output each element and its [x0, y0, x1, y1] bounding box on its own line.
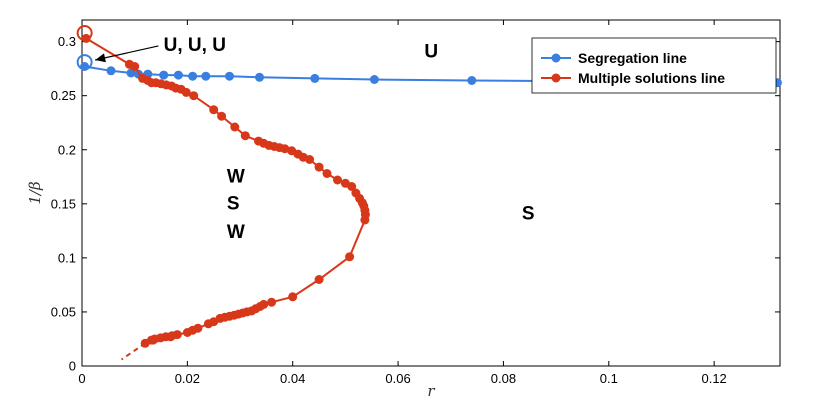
segregation-line-point: [225, 71, 234, 81]
multiple-solutions-line-point: [140, 338, 150, 348]
x-tick-label: 0.02: [175, 371, 200, 386]
segregation-line-point: [173, 70, 183, 80]
segregation-line-point: [106, 66, 116, 76]
multiple-solutions-line-point: [203, 319, 213, 329]
multiple-solutions-line-point: [288, 292, 298, 302]
multiple-solutions-line-point: [267, 297, 277, 307]
legend-label-segregation: Segregation line: [578, 50, 687, 66]
y-tick-label: 0.25: [51, 88, 76, 103]
open-circle-red-marker: [76, 24, 93, 41]
multiple-solutions-line-point: [360, 215, 370, 225]
annotation-arrow-line: [95, 45, 159, 61]
y-tick-label: 0.05: [51, 304, 76, 319]
multiple-solutions-line-point: [240, 131, 250, 141]
multiple-solutions-line-point: [314, 162, 324, 172]
y-tick-label: 0.3: [58, 34, 76, 49]
x-tick-label: 0.08: [491, 371, 516, 386]
multiple-solutions-line-point: [333, 175, 342, 185]
region-label: S: [227, 194, 240, 215]
multiple-solutions-line-point: [209, 105, 219, 115]
open-circle-blue-marker: [76, 54, 93, 71]
multiple-solutions-line-point: [314, 275, 324, 284]
series-layer: [76, 24, 782, 361]
x-tick-label: 0.06: [385, 371, 410, 386]
y-axis-label: 1/β: [26, 181, 44, 205]
multiple-solutions-line-point: [347, 182, 357, 191]
multiple-solutions-line-point: [322, 169, 332, 178]
segregation-line-point: [188, 71, 198, 81]
y-tick-label: 0.1: [58, 250, 76, 265]
multiple-solutions-line-point: [181, 87, 191, 97]
x-tick-label: 0.1: [600, 371, 618, 386]
legend-box: [531, 37, 777, 94]
y-tick-label: 0: [69, 359, 76, 374]
region-label: S: [522, 203, 535, 224]
multiple-solutions-line-point: [217, 111, 227, 121]
segregation-line-point: [310, 73, 320, 83]
region-label: U: [424, 41, 438, 62]
x-tick-label: 0.12: [701, 371, 726, 386]
y-tick-label: 0.15: [51, 196, 76, 211]
multiple-solutions-line-point: [182, 328, 192, 337]
legend: Segregation line Multiple solutions line: [531, 37, 777, 94]
multiple-solutions-line-point: [280, 144, 290, 154]
segregation-line-point: [369, 75, 379, 84]
segregation-line-point: [255, 72, 264, 82]
axis-ticks: 0 0.02 0.04 0.06 0.08 0.1 0.12 0 0.05 0.1 0.15 0.2 0…: [51, 20, 780, 386]
segregation-line-point: [467, 76, 477, 85]
x-tick-label: 0: [78, 371, 85, 386]
legend-marker-segregation: [551, 53, 561, 63]
region-label: U, U, U: [164, 35, 226, 56]
region-label: W: [227, 222, 245, 243]
multiple-solutions-line-point: [189, 91, 199, 101]
segregation-line-point: [201, 71, 211, 81]
y-tick-label: 0.2: [58, 142, 76, 157]
legend-label-multiple: Multiple solutions line: [578, 70, 725, 86]
annotation-arrowhead: [95, 53, 106, 63]
x-tick-label: 0.04: [280, 371, 305, 386]
region-label: W: [227, 167, 245, 188]
multiple-solutions-line-dashed-extension: [120, 342, 146, 361]
segregation-line-point: [159, 70, 169, 80]
x-axis-label: r: [427, 382, 435, 400]
multiple-solutions-line-point: [305, 155, 315, 164]
multiple-solutions-line-point: [345, 252, 355, 262]
multiple-solutions-line-point: [130, 62, 140, 71]
multiple-solutions-line-point: [230, 122, 240, 132]
legend-marker-multiple: [551, 73, 561, 83]
